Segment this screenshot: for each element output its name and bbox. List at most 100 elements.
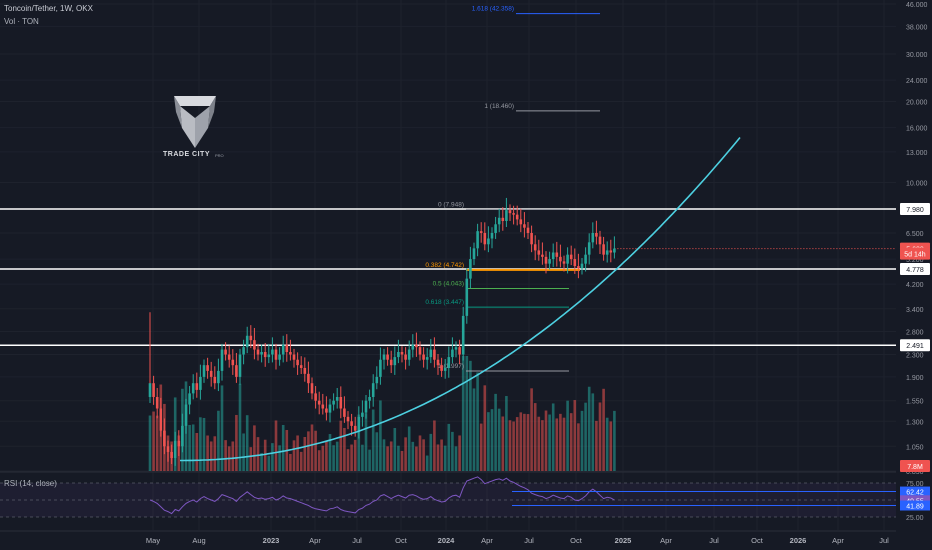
candle-body bbox=[195, 383, 199, 390]
candle-body bbox=[346, 416, 350, 422]
candle-body bbox=[289, 352, 292, 355]
candle-body bbox=[490, 232, 494, 239]
y-tick-label: 1.300 bbox=[906, 419, 924, 426]
candle-body bbox=[494, 224, 497, 233]
rsi-tag-label: 62.42 bbox=[906, 490, 924, 497]
volume-bar bbox=[325, 441, 328, 471]
volume-bar bbox=[465, 356, 469, 471]
fib-label: 0 (7.948) bbox=[438, 201, 464, 208]
trade-city-logo-icon bbox=[174, 96, 216, 148]
candle-body bbox=[400, 352, 404, 355]
volume-bar bbox=[224, 440, 227, 471]
candle-body bbox=[199, 376, 202, 390]
volume-bar bbox=[389, 441, 393, 471]
volume-bar bbox=[289, 453, 292, 471]
y-tick-label: 24.000 bbox=[906, 78, 928, 85]
volume-bar bbox=[573, 400, 577, 471]
candle-body bbox=[267, 354, 271, 358]
candle-body bbox=[231, 359, 235, 366]
candle-body bbox=[364, 400, 368, 413]
volume-tag-label: 7.8M bbox=[907, 464, 923, 471]
volume-bar bbox=[220, 385, 224, 471]
parabolic-curve[interactable] bbox=[180, 136, 741, 462]
volume-bar bbox=[508, 420, 512, 471]
volume-bar bbox=[422, 439, 425, 471]
x-tick-label: 2024 bbox=[438, 536, 456, 545]
volume-bar bbox=[328, 434, 332, 471]
x-tick-label: Oct bbox=[395, 536, 408, 545]
time-axis[interactable]: May Aug 2023 Apr Jul Oct 2024 Apr Jul Oct 2025 Apr J… bbox=[146, 536, 889, 545]
volume-bar bbox=[451, 431, 454, 471]
fibonacci-levels[interactable]: 1.618 (42.358) 1 (18.460) 0 (7.948) 0.382 (… bbox=[425, 6, 600, 372]
rsi-tag bbox=[900, 500, 930, 511]
x-tick-label: Apr bbox=[481, 536, 493, 545]
candle-body bbox=[177, 440, 181, 447]
volume-bar bbox=[242, 433, 245, 471]
candle-body bbox=[184, 404, 188, 426]
volume-bar bbox=[386, 446, 389, 471]
candle-body bbox=[188, 393, 191, 405]
horizontal-levels[interactable] bbox=[0, 208, 896, 346]
candle-body bbox=[501, 217, 505, 221]
candle-body bbox=[235, 365, 238, 377]
x-tick-label: Aug bbox=[192, 536, 205, 545]
volume-bar bbox=[339, 420, 343, 471]
volume-bar bbox=[425, 455, 429, 471]
price-tag bbox=[900, 339, 930, 352]
volume-bar bbox=[307, 431, 310, 471]
x-tick-label: Jul bbox=[879, 536, 889, 545]
rsi-tag-label: 41.89 bbox=[906, 504, 924, 511]
candle-body bbox=[217, 370, 220, 384]
x-tick-label: 2026 bbox=[790, 536, 807, 545]
candle-body bbox=[152, 383, 155, 397]
rsi-legend[interactable]: RSI (14, close) bbox=[4, 479, 57, 488]
price-tag-label: 5d 14h bbox=[904, 252, 926, 259]
candle-body bbox=[515, 214, 519, 220]
volume-bar bbox=[346, 449, 350, 471]
candle-body bbox=[476, 231, 479, 249]
candle-body bbox=[508, 210, 512, 214]
volume-tag bbox=[900, 460, 930, 472]
volume-legend[interactable]: Vol · TON bbox=[4, 17, 39, 26]
volume-bar bbox=[584, 402, 587, 471]
volume-bar bbox=[256, 437, 260, 471]
candle-body bbox=[202, 365, 206, 377]
rsi-axis-label: 75.00 bbox=[906, 481, 924, 488]
candle-body bbox=[307, 373, 310, 384]
volume-bar bbox=[443, 445, 447, 471]
price-axis[interactable]: 46.000 38.000 30.000 24.000 20.000 16.000 13.0… bbox=[896, 0, 932, 550]
volume-bar bbox=[249, 447, 253, 471]
y-tick-label: 1.550 bbox=[906, 399, 924, 406]
candle-body bbox=[353, 425, 357, 431]
candle-body bbox=[310, 383, 314, 394]
volume-bar bbox=[195, 432, 199, 471]
volume-bar bbox=[202, 417, 206, 471]
price-tag bbox=[900, 247, 930, 260]
candle-body bbox=[573, 259, 577, 267]
volume-bar bbox=[605, 417, 609, 471]
fib-label: 0.382 (4.742) bbox=[425, 262, 464, 269]
candle-body bbox=[407, 349, 411, 360]
price-tag bbox=[900, 262, 930, 275]
symbol-title[interactable]: Toncoin/Tether, 1W, OKX bbox=[4, 4, 93, 13]
volume-bar bbox=[152, 411, 155, 471]
candle-body bbox=[587, 242, 591, 255]
candle-body bbox=[285, 344, 289, 353]
y-tick-label: 30.000 bbox=[906, 52, 928, 59]
volume-bar bbox=[274, 420, 278, 471]
candle-body bbox=[389, 359, 393, 366]
volume-bar bbox=[515, 417, 519, 471]
rsi-line bbox=[149, 476, 615, 515]
candle-body bbox=[245, 335, 249, 348]
candle-body bbox=[613, 248, 616, 253]
candle-body bbox=[526, 227, 530, 233]
volume-bar bbox=[235, 414, 238, 471]
candle-body bbox=[339, 396, 343, 409]
volume-bar bbox=[350, 444, 353, 471]
volume-bar bbox=[303, 436, 307, 471]
candle-body bbox=[497, 217, 501, 225]
volume-bar bbox=[253, 425, 256, 471]
candle-body bbox=[379, 359, 382, 377]
x-tick-label: 2023 bbox=[263, 536, 280, 545]
